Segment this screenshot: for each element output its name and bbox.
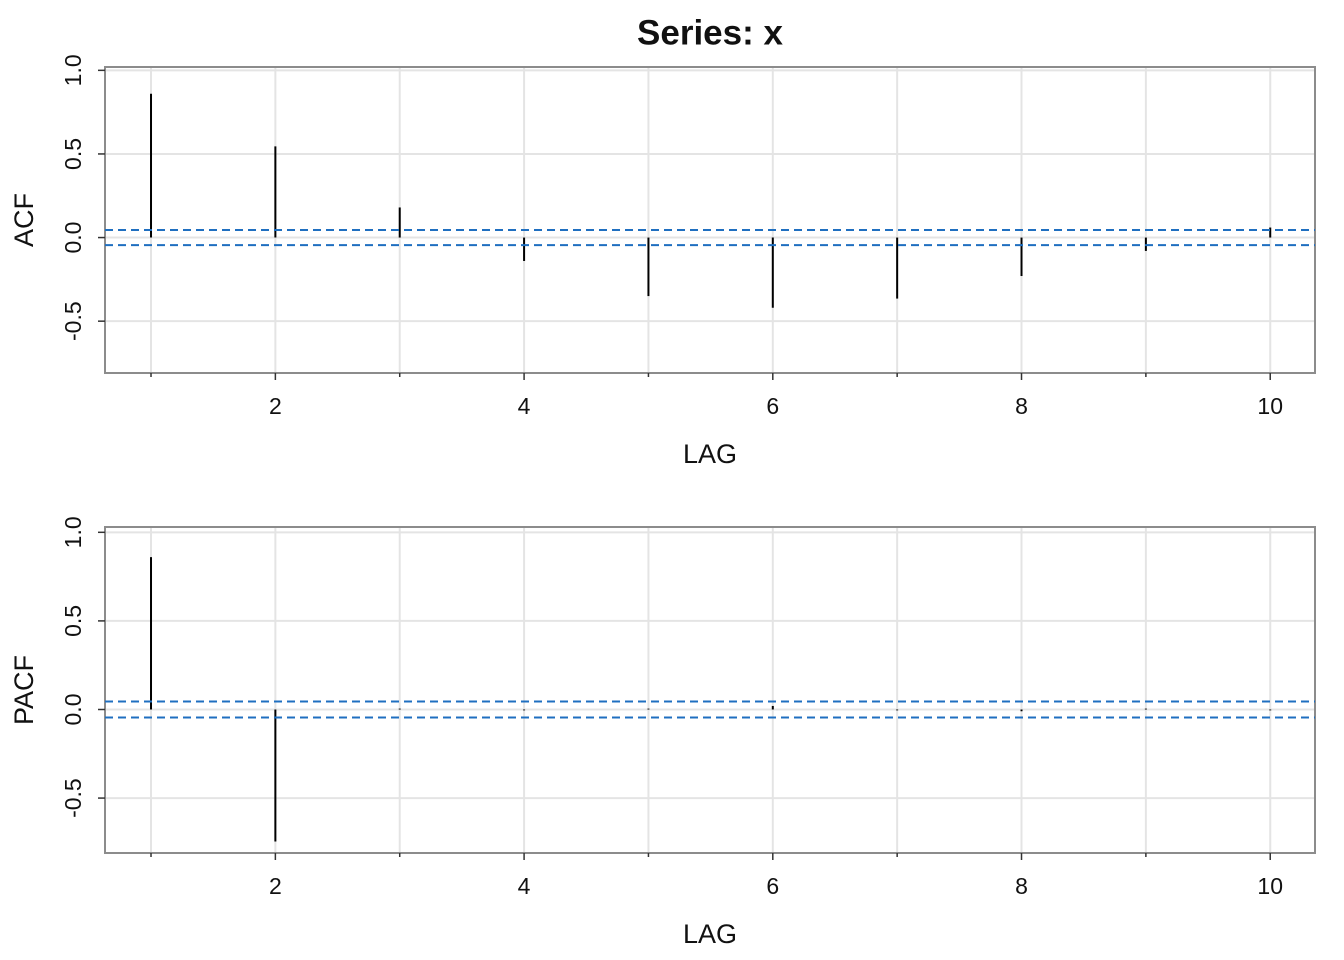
y-axis-title: PACF xyxy=(9,655,39,725)
x-tick-label: 8 xyxy=(1015,393,1028,419)
x-tick-label: 2 xyxy=(269,873,282,899)
y-tick-label: 0.0 xyxy=(60,693,86,725)
x-tick-label: 6 xyxy=(766,873,779,899)
plot-frame xyxy=(104,526,1316,854)
x-tick-label: 6 xyxy=(766,393,779,419)
y-tick-label: 0.5 xyxy=(60,605,86,637)
x-tick-label: 10 xyxy=(1257,873,1283,899)
y-tick-label: 1.0 xyxy=(60,54,86,86)
y-tick-label: 0.5 xyxy=(60,138,86,170)
x-axis-title: LAG xyxy=(683,919,737,949)
y-tick-label: 1.0 xyxy=(60,516,86,548)
plot-frame xyxy=(104,66,1316,374)
x-axis-title: LAG xyxy=(683,439,737,469)
chart-title: Series: x xyxy=(637,13,783,52)
x-tick-label: 2 xyxy=(269,393,282,419)
x-tick-label: 4 xyxy=(518,393,531,419)
x-tick-label: 10 xyxy=(1257,393,1283,419)
y-axis-title: ACF xyxy=(9,193,39,247)
y-tick-label: -0.5 xyxy=(60,301,86,341)
x-tick-label: 8 xyxy=(1015,873,1028,899)
y-tick-label: 0.0 xyxy=(60,222,86,254)
x-tick-label: 4 xyxy=(518,873,531,899)
y-tick-label: -0.5 xyxy=(60,778,86,818)
